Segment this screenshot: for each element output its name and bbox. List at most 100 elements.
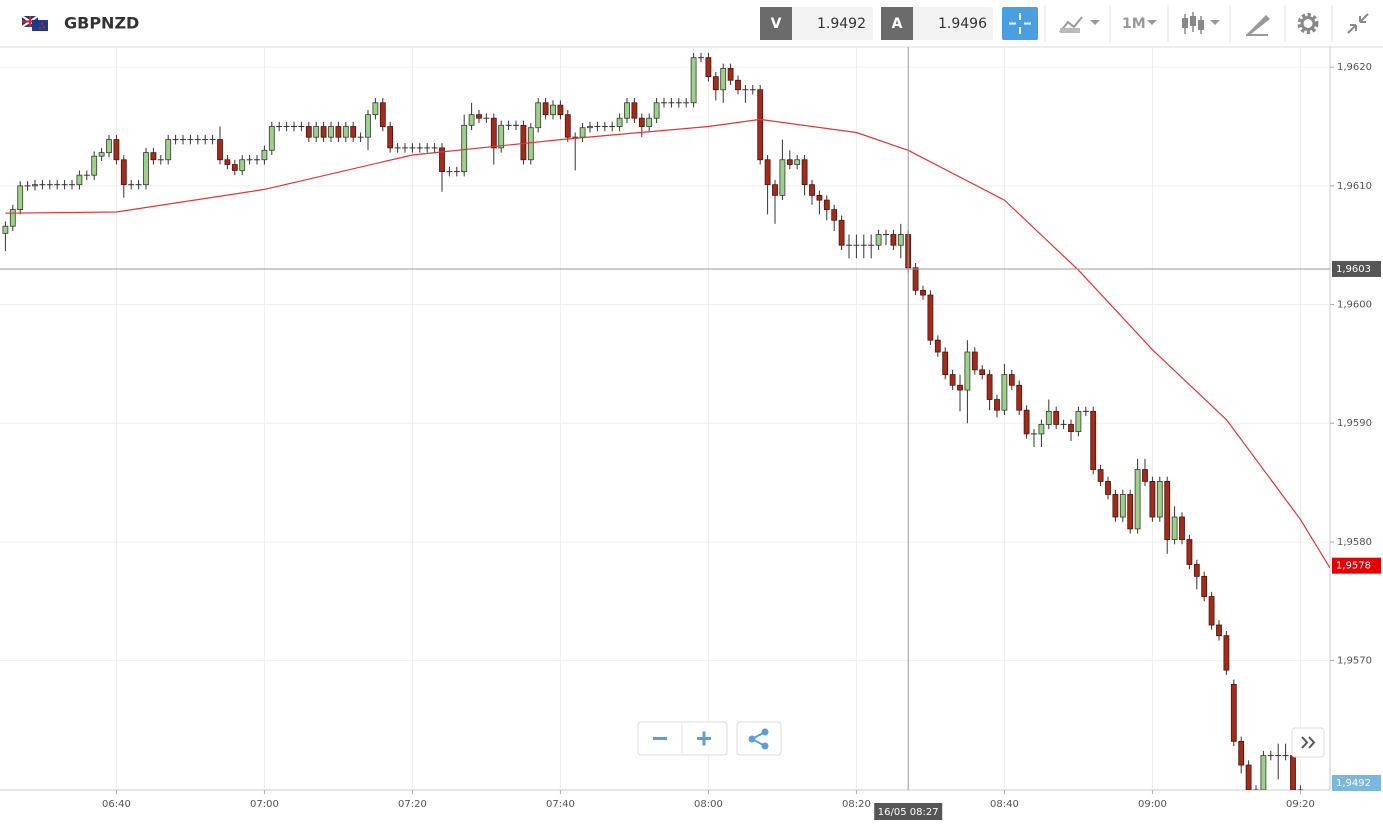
share-button[interactable] — [736, 721, 782, 756]
candle-body — [490, 117, 497, 149]
candle-body — [350, 126, 357, 138]
candle-body — [239, 159, 246, 171]
candle-body — [91, 155, 98, 176]
ask-box[interactable] — [913, 7, 993, 40]
candle-body — [2, 225, 9, 234]
collapse-button[interactable] — [1347, 13, 1369, 34]
crosshair-y-label-box — [1332, 260, 1381, 277]
candle-body — [150, 152, 157, 161]
candle-body — [1186, 539, 1193, 565]
candle-body — [1068, 424, 1074, 432]
candle-body — [1045, 410, 1052, 425]
candle-body — [342, 126, 349, 138]
crosshair-x-label-box — [874, 803, 943, 820]
candle-body — [1179, 516, 1185, 540]
candle-body — [1112, 494, 1119, 518]
candle-body — [934, 339, 941, 353]
crosshair-x-label: 16/05 08:27 — [878, 807, 939, 818]
candle-body — [757, 89, 764, 161]
x-tick-label: 06:40 — [102, 799, 131, 810]
bid-label: V — [771, 16, 782, 32]
candle-body — [320, 126, 327, 138]
moving-average-label: 1,9578 — [1336, 561, 1371, 572]
bid-price: 1.9492 — [817, 16, 866, 32]
candle-body — [461, 124, 468, 173]
toolbar — [0, 0, 1383, 47]
candle-body — [1134, 469, 1141, 530]
candle-body — [1238, 740, 1245, 766]
candle-body — [727, 67, 734, 81]
candle-body — [120, 159, 127, 186]
candle-body — [587, 126, 593, 129]
x-tick-label: 08:00 — [694, 799, 723, 810]
draw-button[interactable] — [1246, 15, 1270, 36]
candle-body — [113, 139, 120, 161]
zoom-in[interactable] — [697, 731, 711, 746]
last-price-label-box — [1332, 775, 1381, 791]
crosshair-y-label: 1,9603 — [1336, 264, 1371, 275]
candle-body — [476, 114, 482, 119]
candle-body — [816, 194, 823, 201]
crosshair-button[interactable] — [1002, 7, 1038, 40]
candle-body — [942, 351, 949, 375]
candle-body — [1245, 764, 1252, 790]
candle-body — [616, 117, 623, 127]
moving-average-label-box — [1332, 557, 1381, 574]
candle-body — [9, 209, 16, 227]
candle-body — [17, 185, 24, 211]
y-tick-label: 1,9580 — [1337, 537, 1372, 548]
crosshair-icon — [1009, 13, 1031, 34]
candle-body — [809, 184, 815, 196]
candle-body — [631, 102, 638, 119]
candle-body — [165, 139, 172, 161]
candle-body — [439, 147, 445, 173]
candle-body — [1023, 409, 1030, 435]
candle-body — [261, 149, 268, 161]
timeframe-caret — [1147, 20, 1157, 25]
candle-body — [1090, 410, 1097, 470]
candle-body — [690, 57, 697, 104]
candle-body — [231, 164, 238, 171]
ask-label-box — [881, 7, 913, 40]
timeframe[interactable]: 1M — [1122, 16, 1146, 32]
candle-body — [1216, 624, 1222, 637]
ask-price: 1.9496 — [938, 16, 987, 32]
candle-body — [986, 374, 993, 400]
candle-body — [838, 219, 845, 246]
candle-body — [468, 114, 475, 126]
candle-body — [305, 126, 312, 138]
bid-box[interactable] — [792, 7, 873, 40]
candle-body — [1016, 384, 1023, 411]
candle-body — [1156, 481, 1163, 518]
y-tick-label: 1,9570 — [1337, 656, 1372, 667]
settings-button[interactable] — [1297, 13, 1319, 34]
x-tick-label: 07:00 — [250, 799, 279, 810]
x-tick-label: 07:20 — [398, 799, 427, 810]
candle-body — [1075, 410, 1082, 432]
candle-body — [971, 351, 978, 371]
candle-body — [1230, 683, 1237, 742]
candle-body — [772, 184, 778, 196]
scroll-right-button[interactable] — [1291, 727, 1325, 758]
chart-type-button[interactable] — [1059, 16, 1100, 33]
candle-body — [550, 104, 556, 116]
y-tick-label: 1,9590 — [1337, 418, 1372, 429]
candle-body — [927, 294, 934, 341]
candle-body — [712, 76, 719, 91]
candle-body — [1171, 516, 1178, 540]
candle-body — [1208, 596, 1215, 626]
candle-body — [831, 209, 838, 221]
last-price-label: 1,9492 — [1336, 778, 1371, 789]
candle-body — [579, 127, 586, 138]
candle-body — [786, 159, 793, 165]
candle-body — [890, 234, 897, 246]
zoom-controls — [637, 721, 728, 756]
candle-body — [1193, 564, 1200, 577]
candle-body — [542, 102, 549, 116]
candle-body — [897, 234, 904, 246]
bid-label-box — [760, 7, 792, 40]
candle-body — [365, 114, 371, 138]
candle-type-button[interactable] — [1182, 12, 1220, 34]
